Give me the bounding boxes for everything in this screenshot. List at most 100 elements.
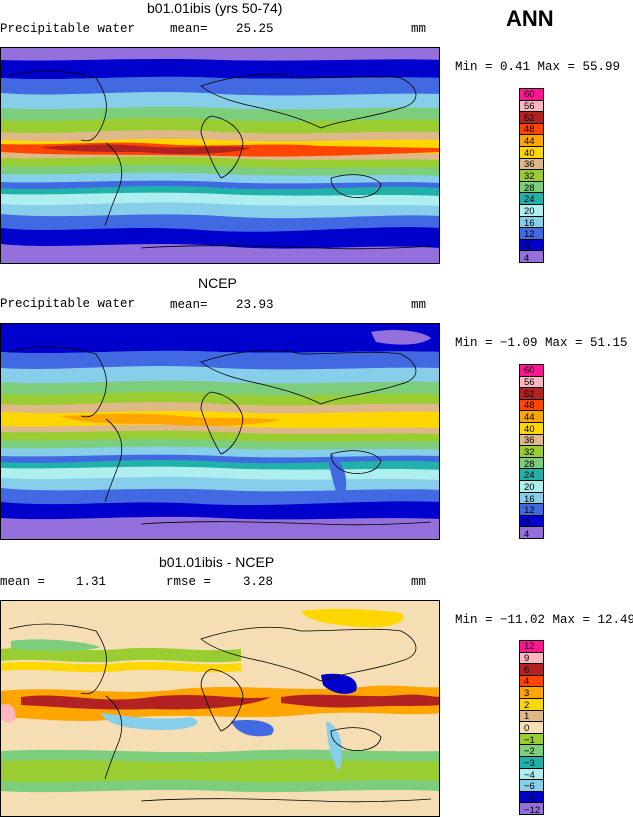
colorbar-tick-label: 16 — [524, 493, 535, 505]
colorbar-swatch — [520, 768, 543, 781]
colorbar-swatch — [520, 411, 543, 423]
colorbar-swatch — [520, 434, 543, 447]
colorbar-tick-label: 44 — [524, 411, 535, 423]
mean-label: mean= — [170, 22, 208, 36]
colorbar-swatch — [520, 146, 543, 159]
variable-label: Precipitable water — [0, 297, 136, 311]
colorbar-swatch — [520, 745, 543, 757]
colorbar-swatch — [520, 641, 543, 653]
colorbar-tick-label: 24 — [524, 194, 535, 206]
colorbar-swatch — [520, 204, 543, 217]
colorbar-tick-label: 4 — [524, 528, 530, 540]
colorbar-tick-label: −12 — [524, 804, 541, 816]
colorbar-tick-label: 3 — [524, 687, 530, 699]
colorbar-tick-label: 32 — [524, 446, 535, 458]
colorbar-swatch — [520, 469, 543, 481]
colorbar-swatch — [520, 228, 543, 240]
colorbar-swatch — [520, 803, 543, 814]
colorbar-tick-label: 20 — [524, 205, 535, 217]
colorbar-tick-label: 12 — [524, 641, 535, 653]
colorbar-swatch — [520, 527, 543, 538]
colorbar-swatch — [520, 675, 543, 688]
colorbar-tick-label: 36 — [524, 435, 535, 447]
colorbar-labels: 60 56 52 48 44 40 36 32 28 24 20 16 12 8… — [524, 88, 584, 263]
colorbar-tick-label: 8 — [524, 240, 530, 252]
mean-value: 25.25 — [236, 22, 274, 36]
colorbar-labels: 60 56 52 48 44 40 36 32 28 24 20 16 12 8… — [524, 364, 584, 539]
colorbar-swatch — [520, 135, 543, 147]
colorbar-tick-label: 24 — [524, 470, 535, 482]
colorbar-swatch — [520, 710, 543, 723]
mean-label: mean= — [170, 298, 208, 312]
colorbar-tick-label: 2 — [524, 699, 530, 711]
colorbar-tick-label: 32 — [524, 170, 535, 182]
colorbar-tick-label: 56 — [524, 100, 535, 112]
colorbar-tick-label: −1 — [524, 734, 535, 746]
variable-label: Precipitable water — [0, 22, 136, 36]
colorbar-swatch — [520, 239, 543, 252]
colorbar-swatch — [520, 158, 543, 171]
colorbar-tick-label: 20 — [524, 481, 535, 493]
colorbar-swatch — [520, 664, 543, 676]
colorbar-tick-label: −3 — [524, 757, 535, 769]
panel-title: b01.01ibis (yrs 50-74) — [147, 0, 283, 16]
colorbar-tick-label: 0 — [524, 722, 530, 734]
colorbar-tick-label: 6 — [524, 664, 530, 676]
colorbar-tick-label: 1 — [524, 711, 530, 723]
colorbar-tick-label: 48 — [524, 124, 535, 136]
colorbar-tick-label: 52 — [524, 112, 535, 124]
colorbar-swatch — [520, 251, 543, 262]
colorbar-swatch — [520, 388, 543, 400]
colorbar-tick-label: 44 — [524, 135, 535, 147]
mean-value: 23.93 — [236, 298, 274, 312]
colorbar-tick-label: 40 — [524, 147, 535, 159]
colorbar-swatch — [520, 756, 543, 769]
colorbar-swatch — [520, 733, 543, 746]
minmax-label: Min = −1.09 Max = 51.15 — [455, 336, 628, 350]
colorbar-swatch — [520, 652, 543, 665]
panel-title: b01.01ibis - NCEP — [159, 554, 275, 570]
colorbar-swatch — [520, 365, 543, 377]
colorbar-swatch — [520, 698, 543, 711]
mean-value: 1.31 — [76, 575, 107, 589]
colorbar-swatch — [520, 399, 543, 412]
colorbar — [519, 88, 544, 263]
colorbar-swatch — [520, 112, 543, 124]
colorbar-tick-label: 9 — [524, 652, 530, 664]
colorbar-swatch — [520, 492, 543, 505]
colorbar-swatch — [520, 422, 543, 435]
minmax-label: Min = 0.41 Max = 55.99 — [455, 60, 621, 74]
colorbar-swatch — [520, 687, 543, 699]
colorbar-tick-label: 4 — [524, 252, 530, 264]
colorbar-labels: 12 9 6 4 3 2 1 0 −1 −2 −3 −4 −6 −9 −12 — [524, 640, 584, 815]
colorbar-swatch — [520, 722, 543, 734]
colorbar-tick-label: 36 — [524, 159, 535, 171]
mean-label: mean = — [0, 575, 46, 589]
colorbar-tick-label: 60 — [524, 89, 535, 101]
colorbar-tick-label: −4 — [524, 769, 535, 781]
colorbar-swatch — [520, 181, 543, 194]
season-label: ANN — [506, 6, 554, 31]
colorbar-swatch — [520, 89, 543, 101]
colorbar-swatch — [520, 791, 543, 804]
contour-map — [0, 47, 440, 264]
colorbar — [519, 364, 544, 539]
colorbar-swatch — [520, 457, 543, 470]
colorbar-swatch — [520, 123, 543, 136]
colorbar-tick-label: 60 — [524, 365, 535, 377]
colorbar-tick-label: 40 — [524, 423, 535, 435]
colorbar-swatch — [520, 446, 543, 458]
colorbar-tick-label: 4 — [524, 676, 530, 688]
colorbar-swatch — [520, 376, 543, 389]
contour-map — [0, 600, 440, 817]
units-label: mm — [411, 298, 427, 312]
colorbar-swatch — [520, 100, 543, 113]
units-label: mm — [411, 575, 427, 589]
colorbar-tick-label: 48 — [524, 400, 535, 412]
contour-map — [0, 323, 440, 540]
colorbar-tick-label: 12 — [524, 505, 535, 517]
colorbar-tick-label: −6 — [524, 781, 535, 793]
colorbar-tick-label: 8 — [524, 516, 530, 528]
colorbar-swatch — [520, 515, 543, 528]
colorbar-tick-label: 56 — [524, 376, 535, 388]
